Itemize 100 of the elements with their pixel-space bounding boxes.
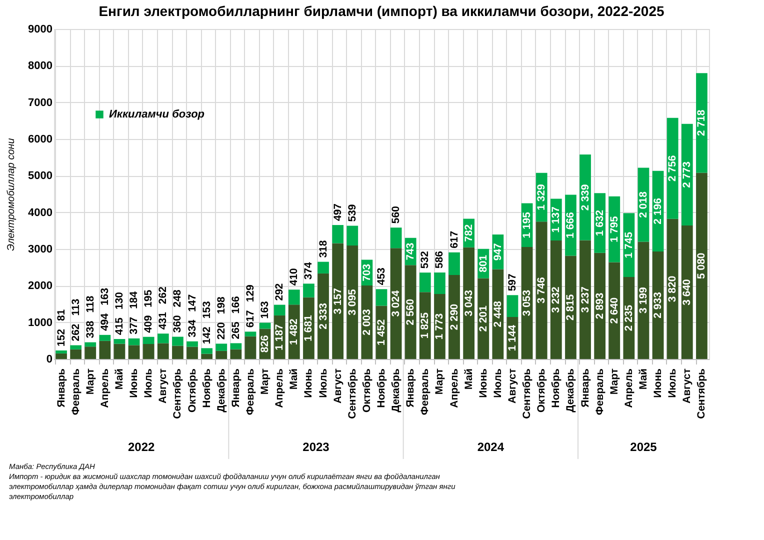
data-label: 782	[462, 224, 475, 242]
data-label: 147	[186, 294, 198, 312]
bar	[99, 340, 111, 359]
data-label: 597	[506, 273, 518, 292]
data-label: 1 666	[564, 212, 577, 238]
data-label: 195	[142, 290, 155, 308]
legend-label: Иккиламчи бозор	[109, 108, 205, 120]
x-tick-label: Ноябрь	[550, 368, 562, 408]
x-tick-label: Декабрь	[390, 368, 402, 412]
bar	[696, 172, 708, 359]
text: 2022	[128, 440, 156, 454]
bar	[157, 334, 169, 344]
data-label: 118	[84, 296, 96, 313]
data-label: 1 137	[550, 206, 562, 233]
bar	[186, 341, 198, 347]
bar	[70, 345, 82, 350]
bar	[259, 322, 271, 329]
x-tick-label: Январь	[230, 368, 242, 408]
x-tick-label: Март	[608, 368, 620, 395]
bar	[172, 346, 184, 359]
data-label: 497	[332, 203, 344, 222]
data-label: 2 893	[594, 292, 606, 320]
data-label: 3 024	[390, 290, 402, 317]
y-tick-label: 5000	[28, 170, 52, 182]
y-tick-label: 8000	[28, 60, 52, 72]
x-tick-label: Октябрь	[536, 368, 548, 413]
data-label: 360	[172, 315, 184, 333]
y-tick-label: 4000	[28, 206, 52, 219]
data-label: 1 632	[594, 210, 606, 236]
x-tick-label: Август	[681, 368, 694, 404]
y-tick-label: 6000	[28, 134, 52, 146]
bar	[230, 349, 242, 359]
data-label: 947	[492, 242, 504, 261]
x-tick-label: Январь	[404, 368, 417, 408]
y-tick-label: 3000	[28, 244, 52, 256]
data-label: 3 237	[579, 286, 592, 313]
bar	[608, 262, 620, 359]
data-label: 374	[302, 262, 315, 280]
data-label: 1 825	[419, 312, 432, 339]
data-label: 2 933	[652, 292, 664, 318]
bar	[157, 343, 169, 359]
x-tick-label: Февраль	[419, 368, 432, 416]
bar	[565, 256, 576, 359]
y-tick-label: 0	[46, 354, 52, 366]
bar	[244, 332, 256, 336]
data-label: 1 482	[288, 318, 300, 345]
data-label: 1 329	[536, 184, 548, 210]
x-tick-label: Июль	[666, 368, 679, 398]
bar	[346, 246, 358, 359]
x-tick-label: Декабрь	[564, 368, 577, 412]
x-tick-label: Январь	[55, 368, 68, 408]
data-label: 248	[172, 290, 184, 308]
bar	[550, 240, 562, 359]
x-tick-label: Май	[288, 368, 300, 390]
bar	[390, 228, 402, 248]
data-label: 703	[360, 264, 373, 282]
data-label: 3 095	[346, 288, 358, 316]
bar	[114, 344, 126, 359]
data-label: 560	[390, 206, 402, 224]
data-label: 265	[230, 322, 242, 340]
bar	[114, 339, 126, 344]
data-label: 163	[259, 301, 272, 319]
data-label: 3 746	[536, 277, 548, 304]
bar	[99, 334, 111, 341]
data-label: 1 187	[274, 324, 286, 350]
bar	[506, 295, 518, 318]
data-label: 2 333	[317, 302, 330, 330]
bar	[303, 284, 314, 298]
data-label: 826	[259, 334, 272, 353]
x-tick-label: Июль	[492, 368, 504, 398]
x-tick-label: Август	[506, 368, 518, 404]
data-label: 3 199	[638, 287, 650, 314]
data-label: 338	[84, 320, 96, 338]
data-label: 334	[186, 320, 198, 338]
bar	[142, 344, 154, 359]
data-label: 415	[114, 317, 126, 336]
bar	[274, 304, 286, 316]
x-tick-label: Октябрь	[186, 368, 198, 413]
bar	[594, 252, 606, 359]
x-tick-label: Апрель	[274, 368, 286, 408]
data-label: 262	[157, 286, 170, 304]
bar	[580, 240, 591, 359]
data-label: 532	[419, 250, 432, 269]
x-tick-label: Март	[84, 368, 96, 395]
x-tick-label: Январь	[579, 368, 592, 408]
data-label: 409	[142, 315, 155, 333]
data-label: 2 773	[681, 161, 694, 188]
x-tick-label: Апрель	[622, 368, 635, 408]
bar	[142, 336, 154, 344]
bar	[84, 342, 96, 347]
bar	[84, 346, 96, 359]
text: 2023	[302, 440, 330, 454]
x-tick-label: Март	[434, 368, 446, 395]
x-tick-label: Декабрь	[215, 368, 228, 412]
bar	[288, 290, 300, 305]
data-label: 129	[244, 284, 256, 302]
bar	[666, 218, 678, 359]
data-label: 152	[55, 328, 68, 346]
data-label: 292	[274, 283, 286, 301]
bar	[448, 252, 460, 276]
